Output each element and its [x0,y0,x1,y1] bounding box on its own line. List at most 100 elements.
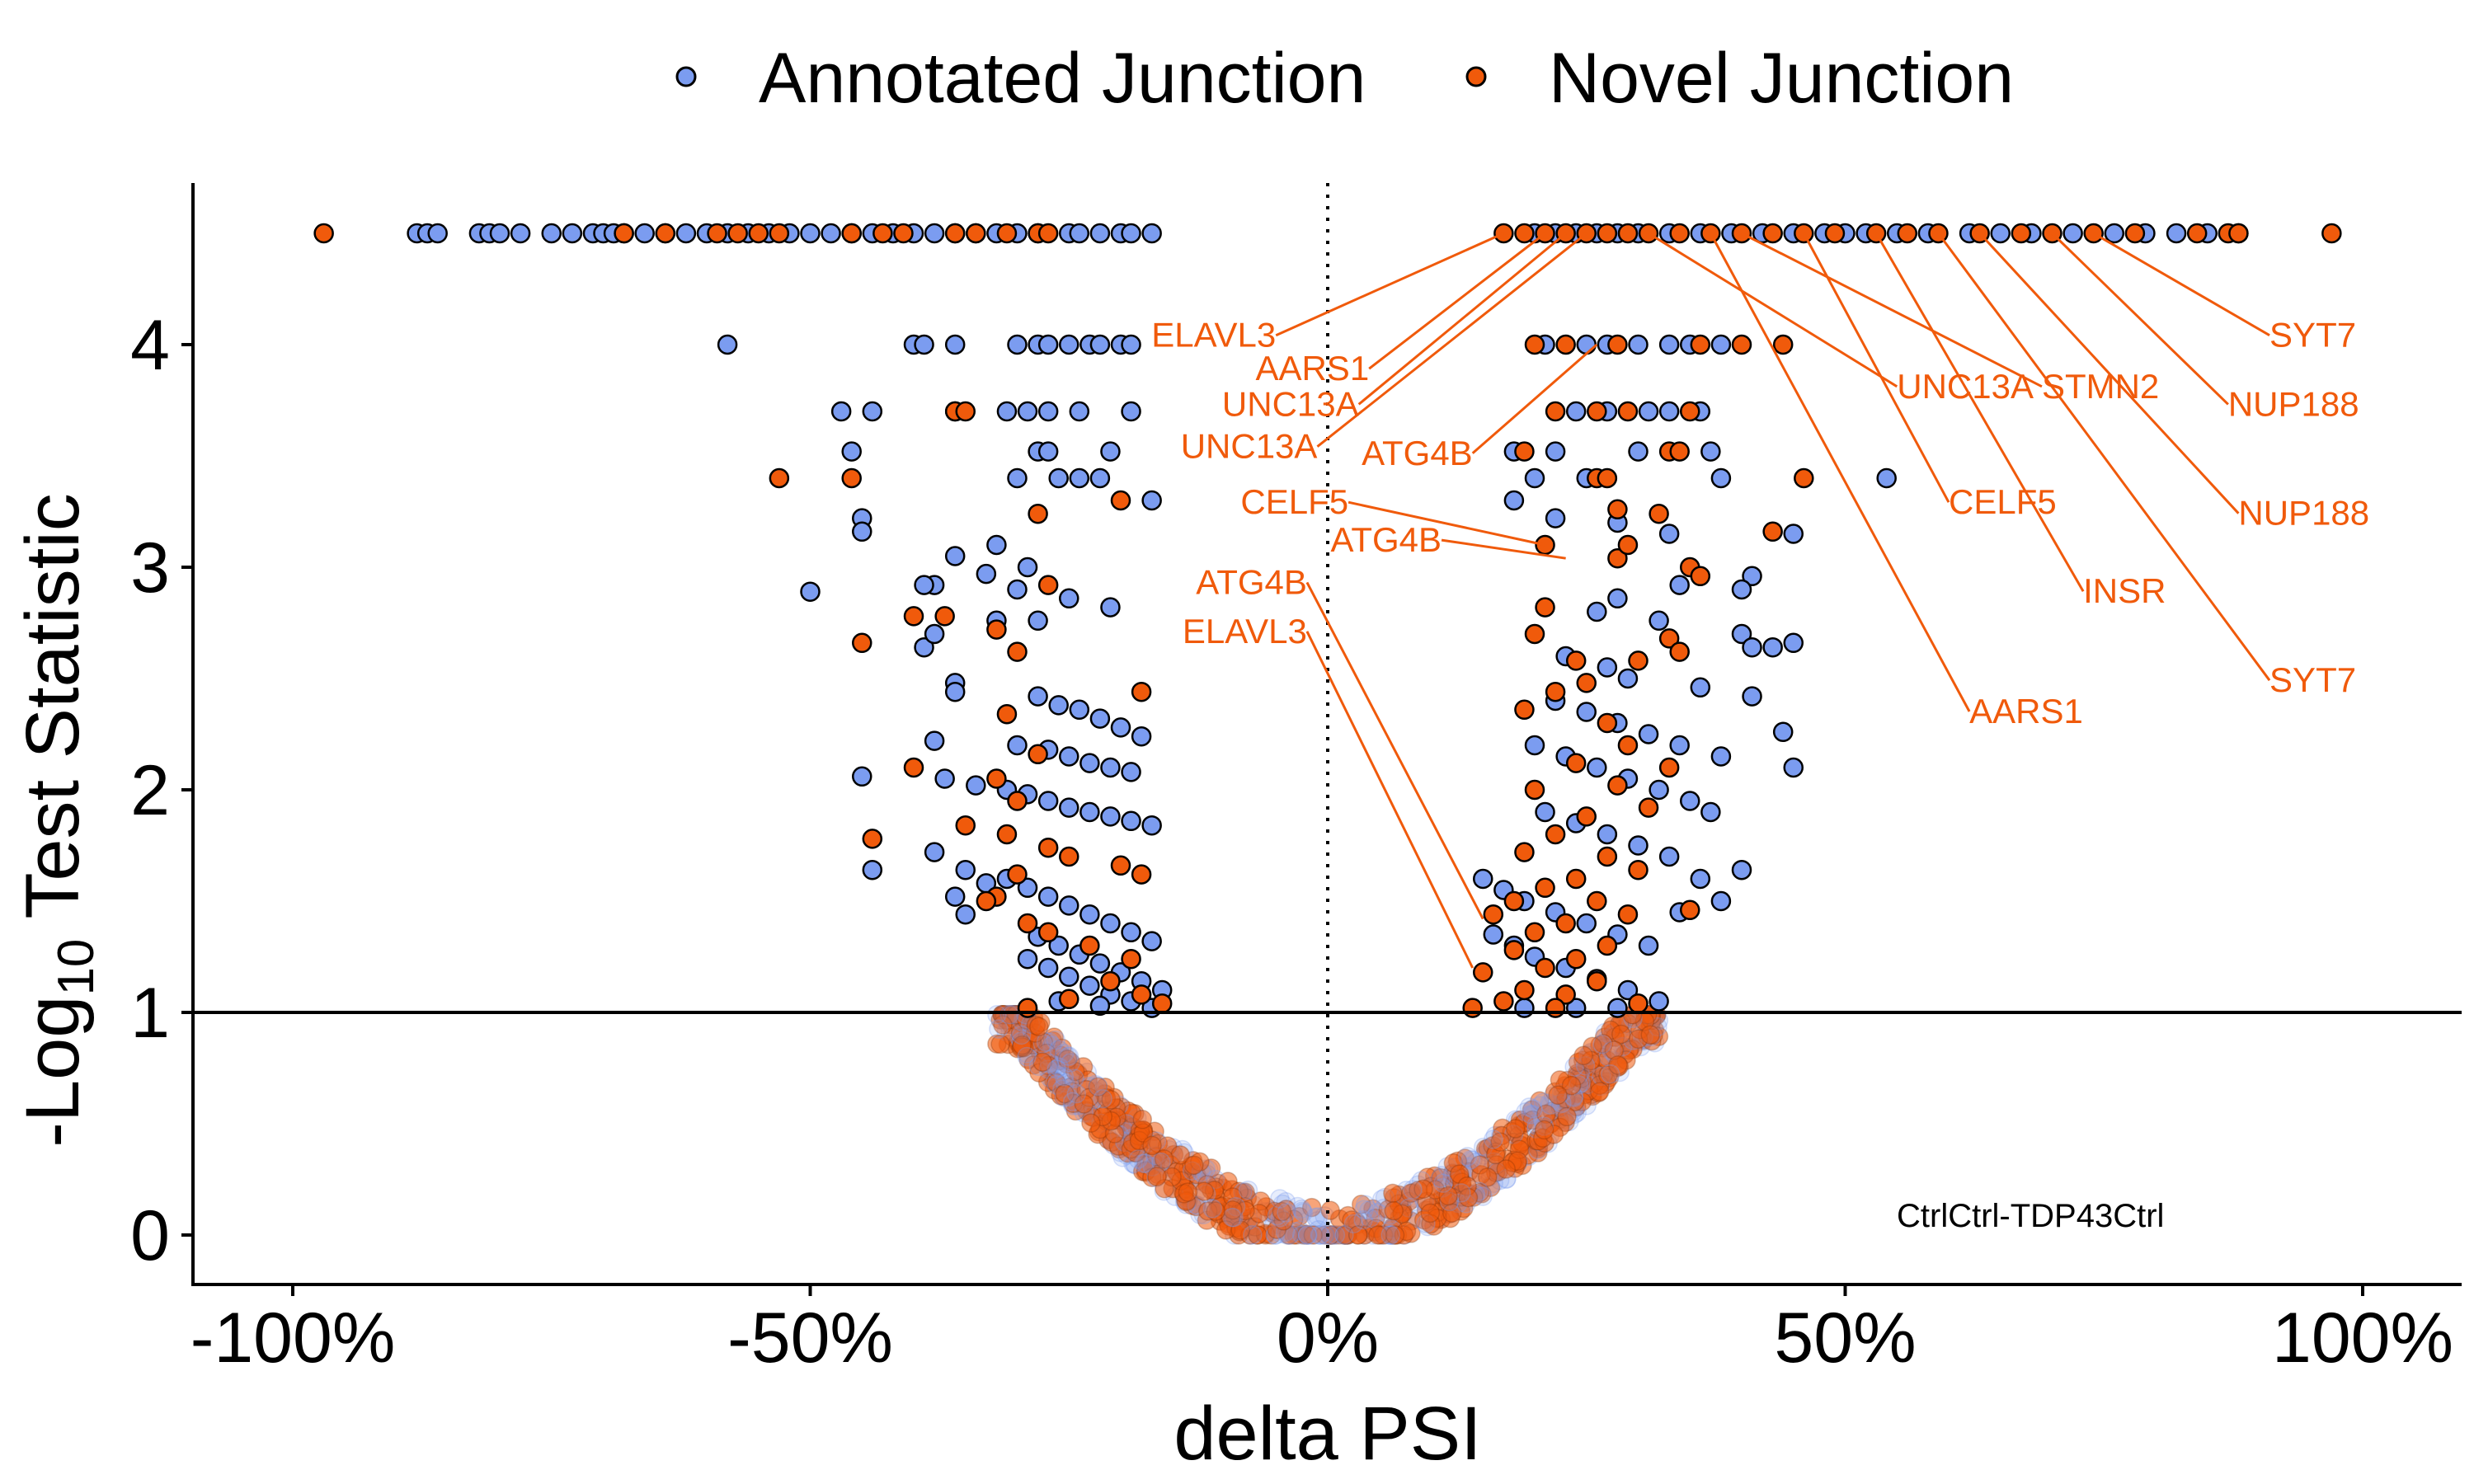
point-novel-junction [1545,681,1566,702]
gene-label-leader-line [1305,581,1484,920]
y-axis-title: -Log10 Test Statistic [11,493,105,1147]
point-novel-junction [1669,641,1690,662]
point-annotated-junction [1059,334,1079,355]
nonsignificant-points [987,1004,1669,1245]
y-axis-title-suffix: Test Statistic [11,493,95,938]
point-annotated-junction [976,563,997,585]
gene-label: INSR [2083,571,2166,610]
legend-label-novel: Novel Junction [1549,39,2014,118]
gene-label: STMN2 [2042,367,2159,406]
cloud-point-annotated [1293,1203,1314,1223]
point-annotated-junction [1007,735,1028,756]
point-annotated-junction [1680,791,1700,811]
cloud-point-novel [1272,1201,1292,1222]
cloud-point-novel [1057,1050,1078,1069]
point-novel-junction [1597,467,1618,489]
point-annotated-junction [1473,868,1493,890]
point-novel-junction [1059,846,1079,867]
gene-label-leader-line [1316,232,1587,448]
cloud-point-annotated [1270,1189,1290,1209]
cloud-point-annotated [1310,1225,1331,1245]
point-novel-junction [1897,223,1918,244]
point-annotated-junction [1141,815,1162,836]
cloud-point-novel [1640,1025,1661,1045]
point-annotated-junction [1690,868,1711,890]
point-annotated-junction [1037,886,1059,907]
cloud-point-novel [1142,1135,1162,1156]
point-novel-junction [1545,824,1566,845]
point-annotated-junction [1121,401,1141,422]
point-novel-junction [1524,779,1545,801]
point-annotated-junction [1638,401,1659,422]
point-novel-junction [1617,534,1639,556]
cloud-point-novel [1154,1149,1174,1169]
point-novel-junction [1007,864,1028,885]
point-annotated-junction [1100,597,1121,618]
cloud-point-annotated [1222,1207,1242,1228]
point-novel-junction [1037,837,1059,858]
cloud-point-novel [1505,1119,1526,1139]
point-novel-junction [1680,401,1700,422]
cloud-point-annotated [1523,1099,1543,1119]
point-novel-junction [1514,441,1535,462]
cloud-point-novel [1420,1203,1441,1223]
point-novel-junction [1007,641,1028,662]
point-novel-junction [1535,877,1555,899]
point-annotated-junction [1037,791,1059,811]
point-novel-junction [1110,855,1131,876]
cloud-point-annotated [1088,1076,1108,1097]
point-novel-junction [1597,223,1618,244]
point-annotated-junction [1121,334,1141,355]
data-points [313,223,2342,1018]
gene-label-leader-line [2051,232,2229,406]
y-tick-label: 1 [130,974,170,1053]
point-novel-junction [1669,441,1690,462]
point-novel-junction [1597,935,1618,956]
point-annotated-junction [1079,801,1100,823]
point-annotated-junction [2062,223,2083,244]
point-annotated-junction [914,575,934,595]
gene-label-leader-line [1802,232,1950,503]
point-novel-junction [1017,998,1038,1018]
point-annotated-junction [852,521,872,542]
point-annotated-junction [1669,575,1690,595]
point-annotated-junction [1565,401,1587,422]
point-novel-junction [1555,334,1576,355]
point-novel-junction [1690,566,1711,587]
point-annotated-junction [1141,931,1162,951]
point-novel-junction [1628,859,1649,881]
point-novel-junction [1690,334,1711,355]
cloud-point-annotated [989,1019,1009,1039]
point-novel-junction [903,606,924,627]
point-annotated-junction [1121,810,1141,832]
point-novel-junction [996,703,1018,725]
cloud-point-novel [1230,1220,1250,1240]
point-novel-junction [1607,499,1628,520]
point-novel-junction [1565,650,1587,671]
point-annotated-junction [1028,686,1048,707]
point-novel-junction [1037,922,1059,943]
point-annotated-junction [1731,859,1752,881]
point-novel-junction [707,223,727,244]
cloud-point-novel [1608,1055,1628,1075]
gene-label-leader-line [1305,631,1475,969]
point-annotated-junction [1876,467,1897,489]
point-annotated-junction [1576,334,1597,355]
point-novel-junction [1565,868,1587,890]
legend-key-annotated [675,66,697,87]
cloud-point-novel [1561,1076,1582,1096]
point-annotated-junction [1028,610,1048,632]
cloud-point-novel [1248,1225,1268,1245]
point-annotated-junction [1524,467,1545,489]
gene-label: SYT7 [2269,660,2356,699]
cloud-point-annotated [1354,1200,1374,1219]
point-annotated-junction [1617,979,1639,1001]
point-annotated-junction [1649,991,1669,1012]
cloud-point-annotated [1054,1044,1075,1064]
point-annotated-junction [1059,746,1079,767]
point-annotated-junction [541,223,562,244]
point-annotated-junction [1700,801,1721,823]
point-annotated-junction [1017,877,1038,899]
cloud-point-novel [1383,1183,1403,1204]
point-novel-junction [1607,775,1628,796]
